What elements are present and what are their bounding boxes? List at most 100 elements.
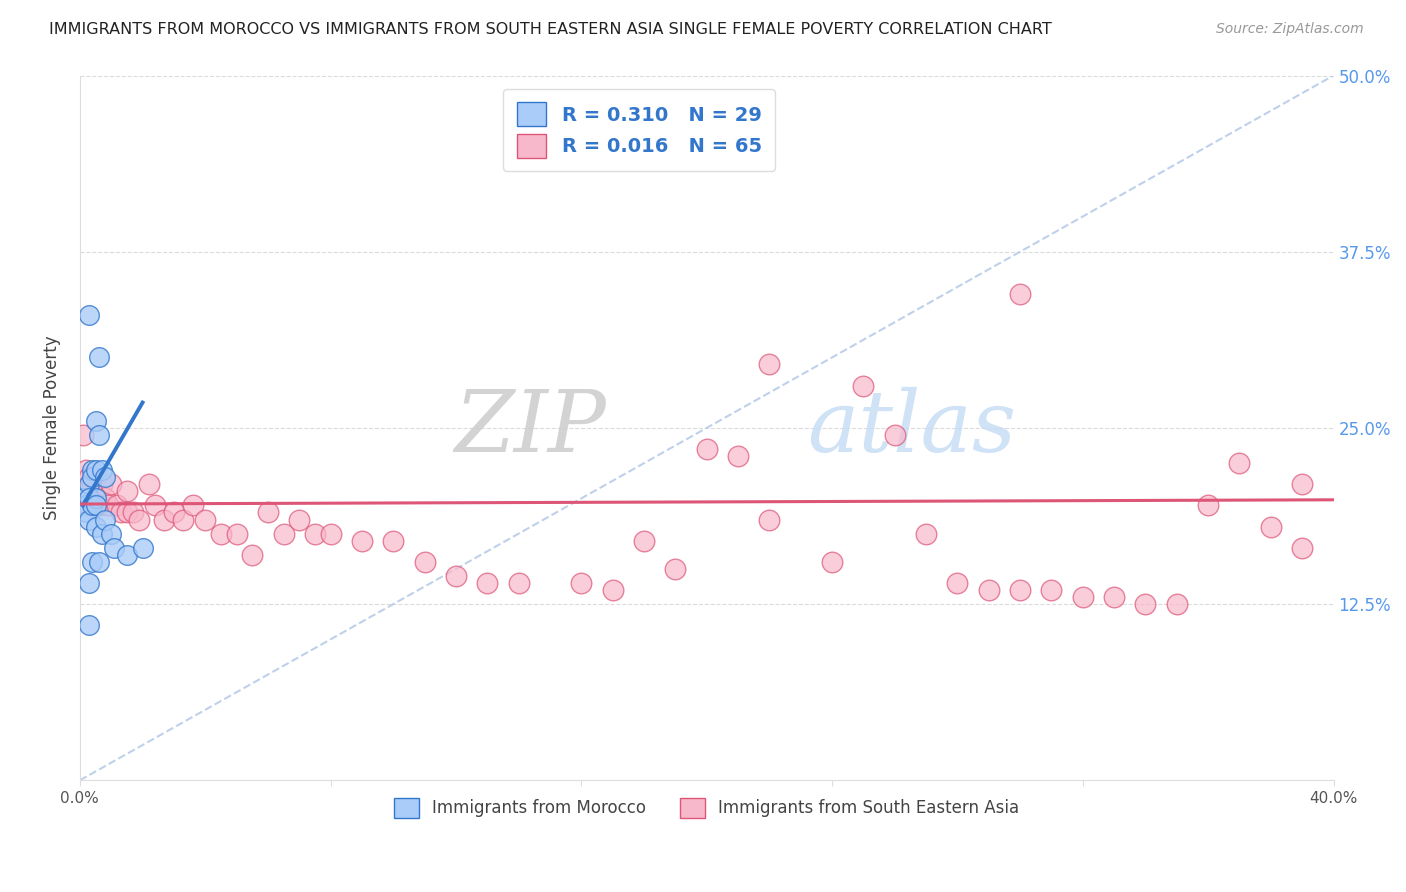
- Point: [115, 548, 138, 562]
- Point: [1229, 456, 1251, 470]
- Point: [75, 499, 97, 513]
- Point: [915, 526, 938, 541]
- Point: [77, 618, 100, 632]
- Point: [257, 506, 280, 520]
- Point: [77, 470, 100, 484]
- Point: [72, 491, 94, 506]
- Point: [288, 512, 311, 526]
- Point: [304, 526, 326, 541]
- Text: Source: ZipAtlas.com: Source: ZipAtlas.com: [1216, 22, 1364, 37]
- Point: [100, 477, 122, 491]
- Point: [350, 533, 373, 548]
- Point: [852, 378, 875, 392]
- Point: [758, 512, 780, 526]
- Point: [100, 526, 122, 541]
- Point: [122, 506, 145, 520]
- Point: [1166, 597, 1188, 611]
- Point: [696, 442, 718, 456]
- Point: [1291, 477, 1313, 491]
- Point: [758, 358, 780, 372]
- Point: [1197, 499, 1219, 513]
- Point: [97, 499, 120, 513]
- Point: [1260, 519, 1282, 533]
- Point: [115, 484, 138, 499]
- Point: [1102, 590, 1125, 604]
- Point: [727, 449, 749, 463]
- Point: [94, 470, 117, 484]
- Point: [883, 428, 905, 442]
- Point: [82, 555, 104, 569]
- Point: [72, 428, 94, 442]
- Point: [946, 576, 969, 591]
- Point: [84, 519, 107, 533]
- Text: IMMIGRANTS FROM MOROCCO VS IMMIGRANTS FROM SOUTH EASTERN ASIA SINGLE FEMALE POVE: IMMIGRANTS FROM MOROCCO VS IMMIGRANTS FR…: [49, 22, 1052, 37]
- Point: [84, 463, 107, 477]
- Point: [413, 555, 436, 569]
- Point: [128, 512, 150, 526]
- Point: [153, 512, 176, 526]
- Point: [1135, 597, 1157, 611]
- Point: [75, 463, 97, 477]
- Point: [84, 470, 107, 484]
- Text: ZIP: ZIP: [454, 386, 606, 469]
- Point: [194, 512, 217, 526]
- Text: atlas: atlas: [807, 386, 1017, 469]
- Point: [84, 499, 107, 513]
- Point: [1010, 287, 1032, 301]
- Point: [273, 526, 295, 541]
- Point: [225, 526, 247, 541]
- Point: [633, 533, 655, 548]
- Point: [209, 526, 232, 541]
- Point: [87, 499, 110, 513]
- Point: [82, 477, 104, 491]
- Point: [77, 477, 100, 491]
- Legend: Immigrants from Morocco, Immigrants from South Eastern Asia: Immigrants from Morocco, Immigrants from…: [388, 791, 1026, 825]
- Point: [84, 414, 107, 428]
- Point: [87, 555, 110, 569]
- Point: [1010, 582, 1032, 597]
- Point: [602, 582, 624, 597]
- Point: [77, 491, 100, 506]
- Point: [77, 499, 100, 513]
- Point: [131, 541, 153, 555]
- Point: [77, 576, 100, 591]
- Point: [664, 562, 686, 576]
- Point: [138, 477, 160, 491]
- Y-axis label: Single Female Poverty: Single Female Poverty: [44, 335, 60, 520]
- Point: [90, 526, 112, 541]
- Point: [82, 499, 104, 513]
- Point: [90, 477, 112, 491]
- Point: [821, 555, 844, 569]
- Point: [115, 506, 138, 520]
- Point: [1291, 541, 1313, 555]
- Point: [84, 491, 107, 506]
- Point: [107, 499, 129, 513]
- Point: [87, 351, 110, 365]
- Point: [84, 499, 107, 513]
- Point: [82, 463, 104, 477]
- Point: [82, 470, 104, 484]
- Point: [94, 512, 117, 526]
- Point: [477, 576, 499, 591]
- Point: [569, 576, 592, 591]
- Point: [110, 506, 132, 520]
- Point: [1040, 582, 1063, 597]
- Point: [508, 576, 530, 591]
- Point: [143, 499, 166, 513]
- Point: [444, 569, 467, 583]
- Point: [94, 491, 117, 506]
- Point: [382, 533, 405, 548]
- Point: [163, 506, 186, 520]
- Point: [75, 506, 97, 520]
- Point: [103, 541, 125, 555]
- Point: [1071, 590, 1094, 604]
- Point: [240, 548, 263, 562]
- Point: [319, 526, 342, 541]
- Point: [90, 463, 112, 477]
- Point: [977, 582, 1000, 597]
- Point: [172, 512, 194, 526]
- Point: [77, 308, 100, 322]
- Point: [77, 512, 100, 526]
- Point: [181, 499, 204, 513]
- Point: [87, 428, 110, 442]
